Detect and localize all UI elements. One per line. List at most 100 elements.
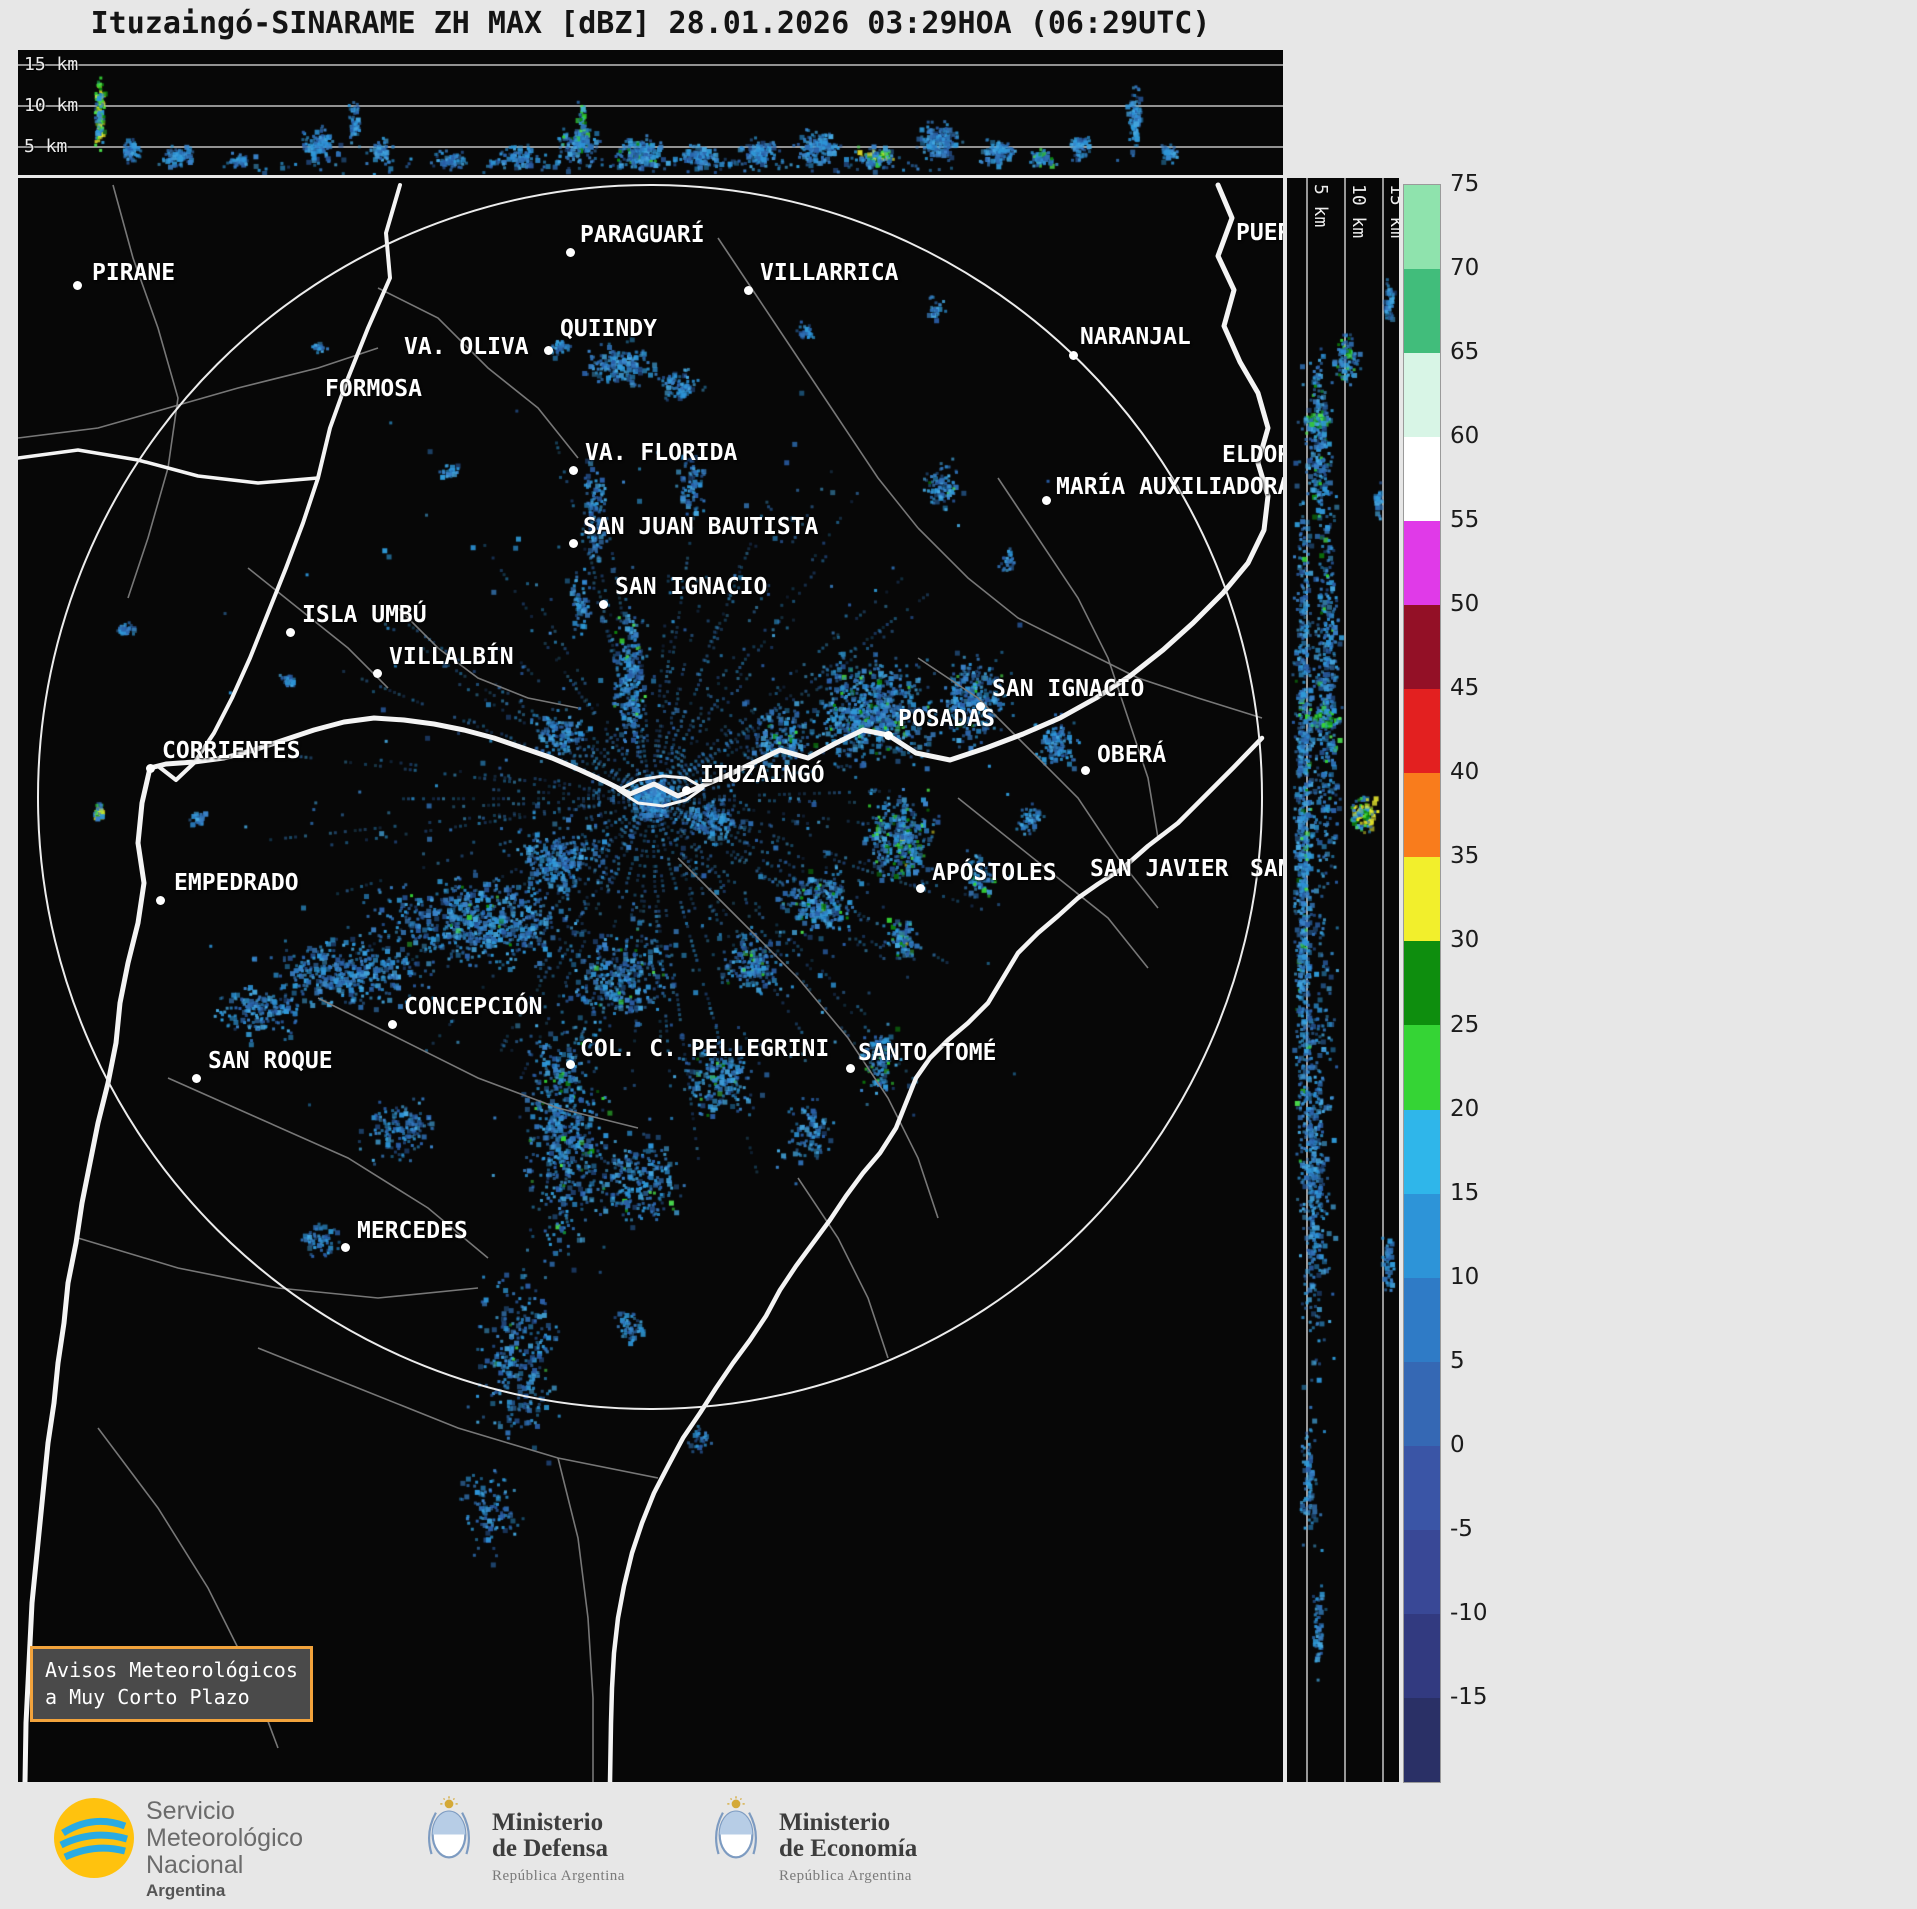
smn-name: Servicio Meteorológico Nacional Argentin… [146, 1798, 303, 1901]
city-label: EMPEDRADO [174, 870, 299, 896]
city-dot [846, 1064, 855, 1073]
colorbar-band [1404, 1529, 1440, 1614]
colorbar-band [1404, 1109, 1440, 1194]
colorbar-band [1404, 1277, 1440, 1362]
city-label: VA. OLIVA [404, 334, 529, 360]
city-label: PARAGUARÍ [580, 222, 705, 248]
city-label: ELDORADO [1222, 442, 1283, 468]
ministry-sub: República Argentina [779, 1868, 912, 1884]
colorbar-tick-label: -15 [1450, 1683, 1488, 1710]
ministry-line: Ministerio [492, 1809, 604, 1836]
city-dot [1081, 766, 1090, 775]
colorbar-band [1404, 1697, 1440, 1782]
city-dot [884, 731, 893, 740]
city-dot [156, 896, 165, 905]
colorbar-ticks: 75 70 65 60 55 50 45 40 35 30 25 20 15 10 5 0 -5 -10 -15 [1450, 171, 1520, 1782]
city-label: COL. C. PELLEGRINI [580, 1036, 830, 1062]
city-label: QUIINDY [560, 316, 657, 342]
ministry-line: de Defensa [492, 1835, 608, 1862]
colorbar-tick-label: 35 [1450, 843, 1480, 870]
colorbar-band [1404, 1193, 1440, 1278]
colorbar-band [1404, 185, 1440, 270]
colorbar-band [1404, 521, 1440, 606]
colorbar-tick-label: 45 [1450, 675, 1480, 702]
city-label: CORRIENTES [162, 738, 301, 764]
warning-line-2: a Muy Corto Plazo [45, 1685, 250, 1709]
colorbar-tick-label: 5 [1450, 1347, 1465, 1374]
colorbar-tick-label: 40 [1450, 759, 1480, 786]
height-label: 15 km [1386, 184, 1399, 239]
city-label: POSADAS [898, 706, 995, 732]
city-dot [73, 281, 82, 290]
colorbar-band [1404, 269, 1440, 354]
city-label: ISLA UMBÚ [302, 602, 427, 628]
economia-crest-icon [712, 1794, 760, 1868]
ministry-sub: República Argentina [492, 1868, 625, 1884]
colorbar-band [1404, 605, 1440, 690]
colorbar-band [1404, 353, 1440, 438]
colorbar-tick-label: -10 [1450, 1599, 1488, 1626]
city-label: SAN PEDRO [1250, 856, 1283, 882]
colorbar-band [1404, 437, 1440, 522]
colorbar-tick-label: 10 [1450, 1263, 1480, 1290]
city-label: NARANJAL [1080, 324, 1191, 350]
smn-name-line: Meteorológico [146, 1824, 304, 1852]
defensa-crest-icon [425, 1794, 473, 1868]
top-cross-section-echo-canvas [18, 50, 1283, 175]
city-label: MARÍA AUXILIADORA [1056, 474, 1283, 500]
top-cross-section: 15 km 10 km 5 km [18, 50, 1283, 175]
colorbar-tick-label: 25 [1450, 1011, 1480, 1038]
city-dot [286, 628, 295, 637]
city-label: VILLARRICA [760, 260, 899, 286]
colorbar-band [1404, 1613, 1440, 1698]
city-label: VA. FLORIDA [585, 440, 738, 466]
colorbar-tick-label: 15 [1450, 1179, 1480, 1206]
colorbar-band [1404, 1361, 1440, 1446]
city-label: MERCEDES [357, 1218, 468, 1244]
radar-echo-canvas [18, 178, 1283, 1782]
colorbar-tick-label: 70 [1450, 255, 1480, 282]
coat-of-arms-icon [715, 1796, 757, 1859]
city-dot [566, 248, 575, 257]
ministry-line: Ministerio [779, 1809, 891, 1836]
smn-name-line: Servicio [146, 1797, 235, 1825]
city-dot [599, 600, 608, 609]
footer: Servicio Meteorológico Nacional Argentin… [0, 1788, 1917, 1909]
city-dot [566, 1060, 575, 1069]
colorbar-tick-label: -5 [1450, 1515, 1473, 1542]
smn-logo [52, 1796, 136, 1884]
city-label: SAN JUAN BAUTISTA [583, 514, 819, 540]
colorbar-tick-label: 55 [1450, 507, 1480, 534]
city-dot [388, 1020, 397, 1029]
colorbar-band [1404, 1025, 1440, 1110]
colorbar-bands [1403, 184, 1441, 1783]
city-label: SANTO TOMÉ [858, 1040, 997, 1066]
city-label: SAN ROQUE [208, 1048, 333, 1074]
right-cross-section-echo-canvas [1287, 178, 1399, 1782]
page-title: Ituzaingó-SINARAME ZH MAX [dBZ] 28.01.20… [90, 6, 1211, 41]
city-label: ITUZAINGÓ [700, 762, 825, 788]
city-dot [341, 1243, 350, 1252]
city-label: VILLALBÍN [389, 644, 514, 670]
city-dot [1042, 496, 1051, 505]
colorbar-tick-label: 75 [1450, 171, 1480, 197]
city-dot [916, 884, 925, 893]
smn-country: Argentina [146, 1881, 226, 1900]
colorbar-tick-label: 0 [1450, 1431, 1465, 1458]
colorbar-band [1404, 941, 1440, 1026]
colorbar-tick-label: 30 [1450, 927, 1480, 954]
height-label: 15 km [24, 54, 79, 75]
colorbar-band [1404, 773, 1440, 858]
height-label: 5 km [1310, 184, 1331, 228]
ministry-line: de Economía [779, 1835, 918, 1862]
colorbar-band [1404, 689, 1440, 774]
right-cross-section: 5 km 10 km 15 km [1287, 178, 1399, 1782]
colorbar-band [1404, 857, 1440, 942]
coat-of-arms-icon [428, 1796, 470, 1859]
city-dot [569, 539, 578, 548]
city-label: PUERTO RICO [1236, 220, 1283, 246]
ministry-economia: Ministerio de Economía República Argenti… [779, 1810, 917, 1885]
smn-logo-icon [54, 1798, 134, 1878]
colorbar-tick-label: 65 [1450, 339, 1480, 366]
city-dot [192, 1074, 201, 1083]
